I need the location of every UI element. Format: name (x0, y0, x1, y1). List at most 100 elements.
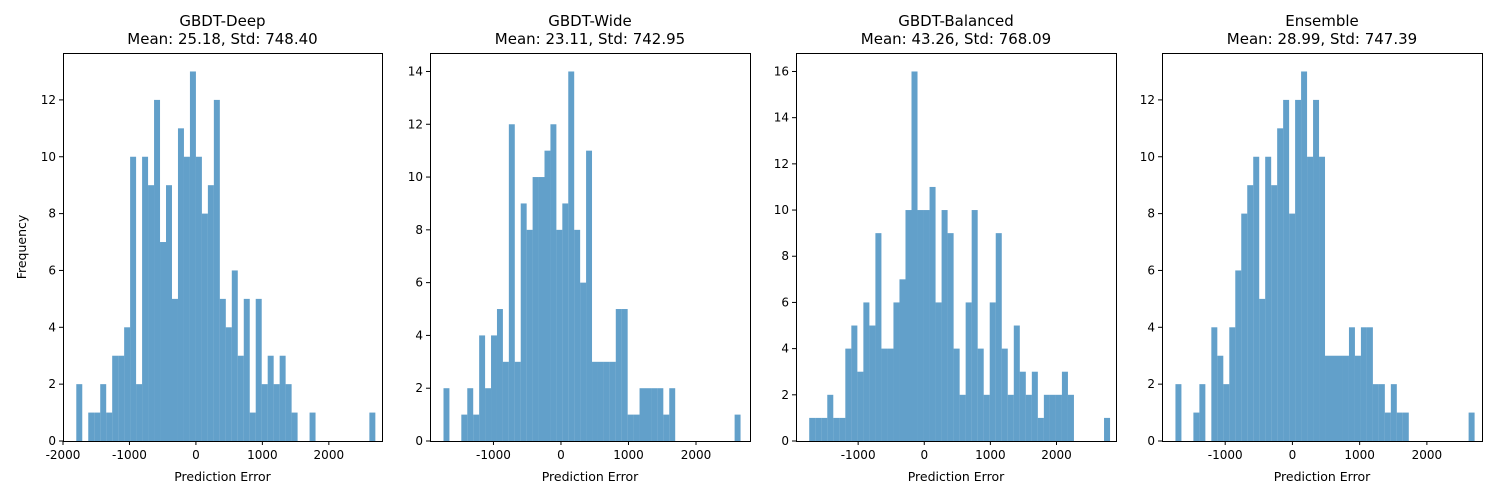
histogram-bar (1348, 327, 1355, 441)
histogram-bar (1354, 355, 1361, 441)
histogram-bar (1402, 412, 1409, 441)
x-tick-label: -1000 (841, 448, 876, 462)
histogram-bar (142, 156, 149, 441)
histogram-bar (1277, 128, 1284, 441)
x-axis-ticks: -2000 -1000 0 1000 2000 (46, 441, 345, 462)
histogram-bar (1193, 412, 1200, 441)
panel-gbdt-wide: GBDT-Wide Mean: 23.11, Std: 742.95 -1000… (408, 12, 751, 484)
histogram-bar (995, 233, 1002, 441)
histogram-bar (1104, 417, 1111, 441)
histogram-bar (586, 150, 593, 441)
histogram-bar (1001, 348, 1008, 441)
histogram-bar (893, 302, 900, 441)
histogram-bar (1336, 355, 1343, 441)
histogram-bar (443, 388, 450, 441)
histogram-bar (249, 412, 256, 441)
histogram-bar (651, 388, 658, 441)
y-tick-label: 0 (1147, 434, 1155, 448)
histogram-bar (639, 388, 646, 441)
histogram-bar (1259, 298, 1266, 441)
x-axis-ticks: -1000 0 1000 2000 (1208, 441, 1442, 462)
histogram-bar (100, 384, 107, 441)
histogram-bar (1378, 384, 1385, 441)
histogram-bar (845, 348, 852, 441)
panel-title-line1: GBDT-Balanced (898, 12, 1013, 30)
histogram-bar (562, 203, 569, 441)
histogram-bar (225, 327, 232, 441)
histogram-bar (1331, 355, 1337, 441)
histogram-bar (1007, 394, 1014, 441)
histogram-bar (183, 156, 190, 441)
x-tick-label: -1000 (1208, 448, 1243, 462)
histogram-bar (1025, 394, 1032, 441)
y-tick-label: 4 (781, 342, 789, 356)
histogram-bar (550, 124, 557, 442)
panel-title-line1: Ensemble (1285, 12, 1359, 30)
histogram-bar (1235, 270, 1242, 441)
histogram-bar (502, 361, 509, 441)
histogram-bar (467, 388, 474, 441)
histogram-bar (291, 412, 298, 441)
y-tick-label: 16 (774, 64, 789, 78)
histogram-bar (148, 185, 155, 441)
histogram-bar (574, 229, 581, 441)
histogram-bar (76, 384, 83, 441)
histogram-bar (917, 210, 924, 441)
histogram-bar (508, 124, 515, 442)
x-tick-label: 2000 (314, 448, 345, 462)
histogram-bar (663, 414, 670, 441)
x-tick-label: 1000 (1344, 448, 1375, 462)
histogram-bar (231, 270, 238, 441)
histogram-bar (815, 417, 822, 441)
y-tick-label: 2 (48, 377, 56, 391)
histogram-bar (863, 302, 870, 441)
histogram-bar (609, 361, 616, 441)
histogram-bar (1295, 99, 1302, 442)
histogram-bar (1301, 71, 1308, 441)
histogram-bar (1265, 156, 1272, 441)
histogram-bar (520, 203, 527, 441)
histogram-bar (1253, 156, 1260, 441)
panel-ensemble: Ensemble Mean: 28.99, Std: 747.39 -1000 0… (1140, 12, 1483, 484)
x-tick-label: -2000 (46, 448, 81, 462)
histogram-bar (1019, 371, 1026, 441)
axes-frame (796, 53, 1117, 442)
histogram-bar (94, 412, 101, 441)
y-tick-label: 8 (48, 207, 56, 221)
histogram-bar (88, 412, 95, 441)
panel-title-line1: GBDT-Deep (179, 12, 265, 30)
y-tick-label: 6 (415, 276, 423, 290)
histogram-bar (485, 388, 492, 441)
x-axis-label: Prediction Error (174, 469, 271, 484)
histogram-bar (627, 414, 634, 441)
histogram-bar (1289, 213, 1296, 441)
histogram-bar (989, 302, 996, 441)
histogram-bar (1325, 355, 1332, 441)
y-axis-ticks: 0 2 4 6 8 10 12 (41, 93, 63, 448)
x-axis-label: Prediction Error (542, 469, 639, 484)
histogram-bars (809, 71, 1111, 441)
histogram-bar (568, 71, 575, 441)
y-tick-label: 8 (1147, 207, 1155, 221)
histogram-bar (911, 71, 918, 441)
panel-title-line2: Mean: 28.99, Std: 747.39 (1227, 30, 1417, 48)
histogram-bar (532, 177, 539, 442)
histogram-bar (959, 394, 966, 441)
histogram-bar (941, 210, 948, 441)
x-tick-label: -1000 (476, 448, 511, 462)
histogram-bar (1366, 327, 1373, 441)
x-tick-label: 2000 (1412, 448, 1443, 462)
y-axis-label: Frequency (14, 214, 29, 279)
histogram-bar (106, 412, 113, 441)
y-tick-label: 2 (781, 388, 789, 402)
histogram-bar (461, 414, 468, 441)
histogram-bar (1217, 355, 1224, 441)
histogram-bar (965, 302, 972, 441)
histogram-bar (213, 99, 220, 442)
y-tick-label: 2 (1147, 377, 1155, 391)
histogram-bar (881, 348, 888, 441)
histogram-bar (869, 325, 876, 441)
histogram-bar (633, 414, 640, 441)
axes-frame (430, 53, 751, 442)
